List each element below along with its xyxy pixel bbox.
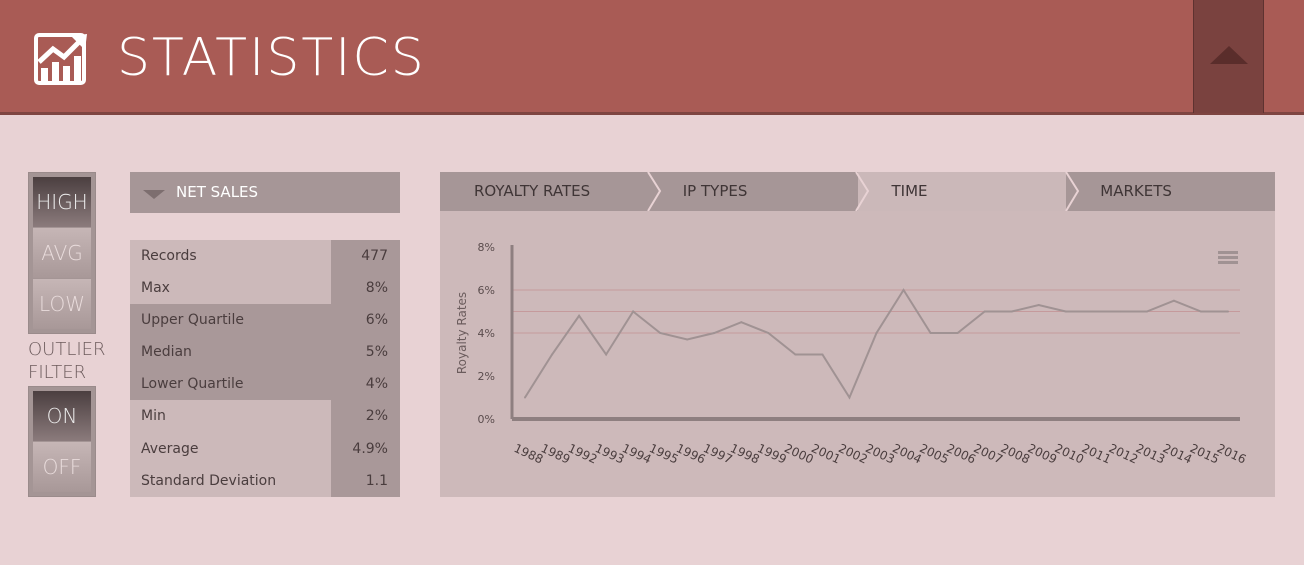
stat-label: Records — [130, 240, 331, 273]
stat-value: 1.1 — [331, 464, 400, 497]
table-row: Min 2% — [130, 400, 400, 433]
stat-label: Average — [130, 432, 331, 465]
page-title: STATISTICS — [117, 28, 426, 88]
data-point — [578, 314, 581, 317]
chevron-down-icon — [143, 190, 165, 199]
outlier-filter-label: OUTLIER FILTER — [28, 338, 106, 384]
table-row: Lower Quartile 4% — [130, 368, 400, 401]
table-row: Upper Quartile 6% — [130, 304, 400, 337]
data-point — [848, 396, 851, 399]
tab-ip-types[interactable]: IP TYPES — [682, 182, 748, 200]
outlier-toggle: ON OFF — [28, 386, 96, 497]
line-chart: 0%2%4%6%8%Royalty Rates19881989199219931… — [455, 241, 1249, 467]
data-point — [659, 332, 662, 334]
high-button[interactable]: HIGH — [33, 177, 91, 227]
stat-value: 2% — [331, 400, 400, 433]
stat-label: Upper Quartile — [130, 304, 331, 337]
chart-panel: 0% 2% 4% 6% 8% Royalty Rates 1988 1989 1992 1993 1… — [440, 211, 1275, 497]
data-point — [767, 332, 770, 334]
data-point — [551, 353, 554, 356]
data-point — [956, 332, 959, 334]
data-point — [632, 310, 635, 313]
data-point — [1118, 310, 1121, 313]
avg-button[interactable]: AVG — [33, 228, 91, 278]
y-tick-label: 6% — [478, 284, 495, 297]
data-point — [524, 396, 526, 399]
data-point — [1037, 304, 1040, 307]
stat-value: 4.9% — [331, 432, 400, 465]
on-button[interactable]: ON — [33, 391, 91, 441]
data-point — [1172, 299, 1175, 302]
stats-table: Records 477 Max 8% Upper Quartile 6% Median… — [130, 240, 400, 497]
stat-label: Median — [130, 336, 331, 369]
data-line — [524, 288, 1228, 400]
hamburger-menu-icon — [1218, 251, 1238, 254]
low-button[interactable]: LOW — [33, 279, 91, 329]
stat-label: Max — [130, 272, 331, 305]
tab-separators — [647, 172, 1080, 211]
data-point — [1227, 310, 1229, 313]
label-line: FILTER — [28, 362, 87, 383]
table-row: Standard Deviation 1.1 — [130, 464, 400, 497]
stat-label: Standard Deviation — [130, 464, 331, 497]
data-point — [713, 332, 716, 334]
hamburger-menu-icon — [1218, 256, 1238, 259]
y-tick-label: 2% — [478, 370, 495, 383]
tab-time[interactable]: TIME — [857, 172, 1067, 211]
hamburger-menu-icon — [1218, 261, 1238, 264]
data-point — [983, 310, 986, 313]
data-point — [686, 338, 689, 341]
y-tick-label: 0% — [478, 413, 495, 426]
y-tick-label: 8% — [478, 241, 495, 254]
table-row: Records 477 — [130, 240, 400, 273]
stat-label: Lower Quartile — [130, 368, 331, 401]
tab-markets[interactable]: MARKETS — [1100, 182, 1172, 200]
stat-label: Min — [130, 400, 331, 433]
level-toggle: HIGH AVG LOW — [28, 172, 96, 334]
data-point — [1199, 310, 1202, 313]
table-row: Max 8% — [130, 272, 400, 305]
stat-value: 5% — [331, 336, 400, 369]
data-point — [1064, 310, 1067, 313]
off-button[interactable]: OFF — [33, 442, 91, 492]
y-axis-label: Royalty Rates — [455, 292, 469, 374]
net-sales-dropdown[interactable]: NET SALES — [130, 172, 400, 213]
data-point — [821, 353, 824, 356]
label-line: OUTLIER — [28, 339, 106, 360]
x-tick-label: 2016 — [1215, 441, 1249, 467]
chart-growth-icon — [34, 33, 87, 85]
data-point — [1091, 310, 1094, 313]
data-point — [1010, 310, 1013, 313]
triangle-up-icon — [1210, 46, 1248, 64]
data-point — [1145, 310, 1148, 313]
tab-royalty-rates[interactable]: ROYALTY RATES — [474, 182, 591, 200]
stat-value: 4% — [331, 368, 400, 401]
data-point — [605, 353, 608, 356]
stat-value: 8% — [331, 272, 400, 305]
data-point — [794, 353, 797, 356]
header: STATISTICS — [0, 0, 1304, 115]
table-row: Average 4.9% — [130, 432, 400, 465]
data-point — [875, 332, 878, 334]
tab-bar: ROYALTY RATES IP TYPES TIME MARKETS — [440, 172, 1275, 211]
data-point — [740, 321, 743, 324]
y-tick-label: 4% — [478, 327, 495, 340]
collapse-button[interactable] — [1193, 0, 1264, 113]
dropdown-label: NET SALES — [176, 183, 259, 201]
table-row: Median 5% — [130, 336, 400, 369]
stat-value: 6% — [331, 304, 400, 337]
data-point — [929, 332, 932, 334]
stat-value: 477 — [331, 240, 400, 273]
data-point — [902, 289, 905, 291]
